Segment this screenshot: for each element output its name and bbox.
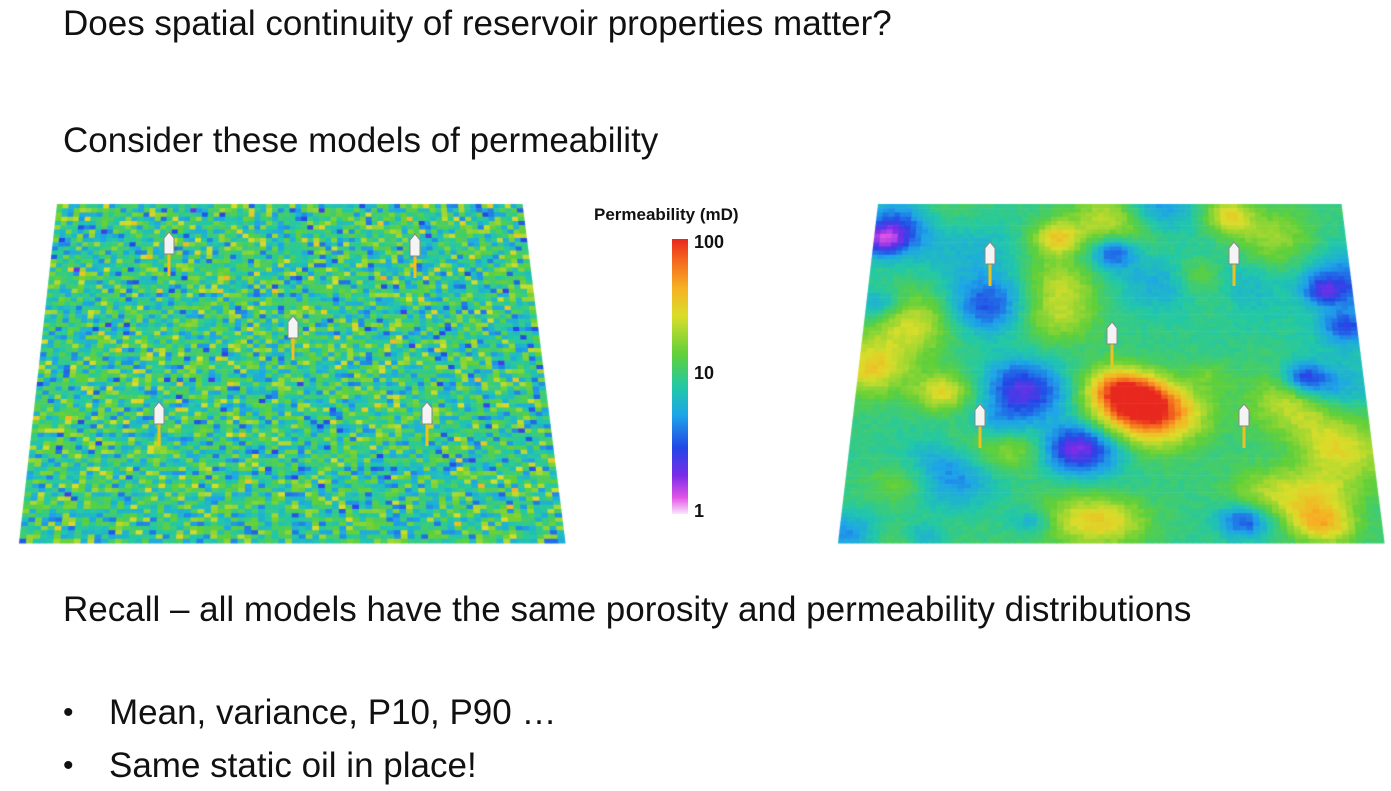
legend-color-bar bbox=[672, 239, 688, 514]
permeability-grid-correlated bbox=[836, 202, 1386, 547]
bullet-dot: • bbox=[63, 696, 74, 729]
uncorrelated-permeability-model bbox=[17, 202, 567, 547]
legend-tick-100: 100 bbox=[694, 232, 725, 252]
well-marker-icon bbox=[409, 233, 421, 278]
well-marker-icon bbox=[153, 401, 165, 446]
well-marker-icon bbox=[1106, 321, 1118, 366]
recall-text: Recall – all models have the same porosi… bbox=[63, 590, 1192, 629]
well-marker-icon bbox=[421, 401, 433, 446]
bullet-item: • Same static oil in place! bbox=[63, 746, 477, 786]
well-marker-icon bbox=[287, 315, 299, 360]
well-markers-left bbox=[153, 231, 433, 446]
permeability-legend: Permeability (mD) 100 10 1 bbox=[590, 202, 820, 532]
bullet-item: • Mean, variance, P10, P90 … bbox=[63, 693, 556, 733]
well-marker-icon bbox=[163, 231, 175, 276]
correlated-permeability-model bbox=[836, 202, 1386, 547]
slide-title: Does spatial continuity of reservoir pro… bbox=[63, 4, 892, 43]
well-marker-icon bbox=[984, 241, 996, 286]
well-markers-right bbox=[974, 241, 1250, 448]
well-marker-icon bbox=[1238, 403, 1250, 448]
bullet-text: Mean, variance, P10, P90 … bbox=[109, 693, 557, 732]
legend-tick-1: 1 bbox=[694, 501, 705, 521]
legend-tick-10: 10 bbox=[694, 363, 715, 383]
well-marker-icon bbox=[974, 403, 986, 448]
legend-title: Permeability (mD) bbox=[594, 205, 739, 224]
permeability-grid-uncorrelated bbox=[17, 202, 567, 547]
slide-subtitle: Consider these models of permeability bbox=[63, 121, 659, 160]
bullet-dot: • bbox=[63, 749, 74, 782]
bullet-text: Same static oil in place! bbox=[109, 746, 477, 785]
well-marker-icon bbox=[1228, 241, 1240, 286]
